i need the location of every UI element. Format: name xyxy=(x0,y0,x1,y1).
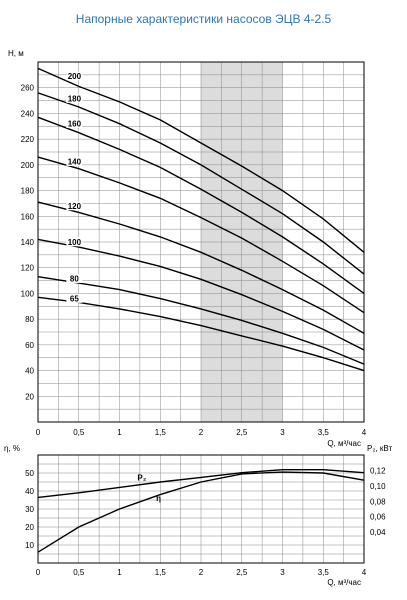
head-curve-65 xyxy=(37,296,365,372)
top-y-tick-label: 200 xyxy=(21,161,35,170)
bottom-x-tick-label: 3,5 xyxy=(318,568,330,577)
bottom-y2-tick-label: 0,06 xyxy=(370,513,386,522)
curve-label-bg xyxy=(66,201,83,211)
top-y-tick-label: 20 xyxy=(25,392,34,401)
bottom-y2-tick-label: 0,04 xyxy=(370,528,386,537)
top-x-tick-label: 1,5 xyxy=(155,428,167,437)
bottom-y2-tick-label: 0,08 xyxy=(370,497,386,506)
bottom-x-tick-label: 2,5 xyxy=(236,568,248,577)
bottom-y-tick-label: 40 xyxy=(25,487,34,496)
top-y-tick-label: 40 xyxy=(25,367,34,376)
bottom-x-tick-label: 0,5 xyxy=(73,568,85,577)
bottom-grid xyxy=(37,454,365,564)
head-curve-100 xyxy=(37,238,365,351)
bottom-x-tick-label: 1,5 xyxy=(155,568,167,577)
bottom-x-tick-label: 1 xyxy=(117,568,122,577)
power-curve xyxy=(37,469,365,499)
bottom-y-axis-label: η, % xyxy=(4,444,20,453)
head-curve-120 xyxy=(37,201,365,334)
curve-label-bg xyxy=(66,237,83,247)
curve-label-bg xyxy=(66,273,83,283)
top-y-tick-label: 60 xyxy=(25,341,34,350)
top-x-tick-label: 0 xyxy=(36,428,41,437)
bottom-y2-tick-label: 0,12 xyxy=(370,466,386,475)
top-x-tick-label: 0,5 xyxy=(73,428,85,437)
bottom-y-tick-label: 10 xyxy=(25,541,34,550)
top-y-tick-label: 140 xyxy=(21,238,35,247)
top-grid xyxy=(37,61,365,423)
curve-label-80: 80 xyxy=(70,274,79,283)
top-x-tick-label: 3,5 xyxy=(318,428,330,437)
curve-label-180: 180 xyxy=(68,94,82,103)
top-y-tick-label: 120 xyxy=(21,264,35,273)
curve-label-bg xyxy=(66,71,83,81)
top-x-tick-label: 4 xyxy=(362,428,367,437)
power-series-label: P₂ xyxy=(137,474,146,483)
top-y-axis-label: H, м xyxy=(8,49,24,58)
top-y-tick-label: 80 xyxy=(25,315,34,324)
bottom-x-tick-label: 2 xyxy=(199,568,204,577)
head-curve-80 xyxy=(37,276,365,365)
bottom-y-tick-label: 20 xyxy=(25,523,34,532)
bottom-x-tick-label: 0 xyxy=(36,568,41,577)
head-curve-140 xyxy=(37,156,365,314)
chart-title: Напорные характеристики насосов ЭЦВ 4-2.… xyxy=(75,12,332,26)
top-y-tick-label: 240 xyxy=(21,109,35,118)
bottom-x-tick-label: 3 xyxy=(280,568,285,577)
top-y-tick-label: 160 xyxy=(21,212,35,221)
top-y-tick-label: 220 xyxy=(21,135,35,144)
top-x-axis-label: Q, м³/час xyxy=(327,439,361,448)
curve-label-140: 140 xyxy=(68,157,82,166)
top-x-tick-label: 2,5 xyxy=(236,428,248,437)
curve-label-bg xyxy=(66,93,83,103)
curve-label-bg xyxy=(66,293,83,303)
curve-label-200: 200 xyxy=(68,72,82,81)
top-x-tick-label: 1 xyxy=(117,428,122,437)
head-curve-180 xyxy=(37,92,365,275)
bottom-y-tick-label: 30 xyxy=(25,505,34,514)
curve-label-160: 160 xyxy=(68,120,82,129)
bottom-y2-axis-label: P₂, кВт xyxy=(367,444,392,453)
top-x-tick-label: 3 xyxy=(280,428,285,437)
bottom-y2-tick-label: 0,10 xyxy=(370,482,386,491)
bottom-y-tick-label: 50 xyxy=(25,469,34,478)
bottom-x-axis-label: Q, м³/час xyxy=(327,578,361,587)
efficiency-curve xyxy=(37,471,365,553)
curve-label-100: 100 xyxy=(68,238,82,247)
head-curve-160 xyxy=(37,116,365,294)
top-y-tick-label: 180 xyxy=(21,187,35,196)
bottom-plot-frame xyxy=(37,454,365,564)
curve-label-120: 120 xyxy=(68,202,82,211)
head-curve-200 xyxy=(37,67,365,253)
top-y-tick-label: 260 xyxy=(21,84,35,93)
efficiency-series-label: η xyxy=(156,494,161,503)
top-plot-frame xyxy=(37,61,365,423)
curve-label-65: 65 xyxy=(70,294,79,303)
curve-label-bg xyxy=(66,119,83,128)
bottom-x-tick-label: 4 xyxy=(362,568,367,577)
top-x-tick-label: 2 xyxy=(199,428,204,437)
curve-label-bg xyxy=(66,156,83,166)
top-y-tick-label: 100 xyxy=(21,289,35,298)
